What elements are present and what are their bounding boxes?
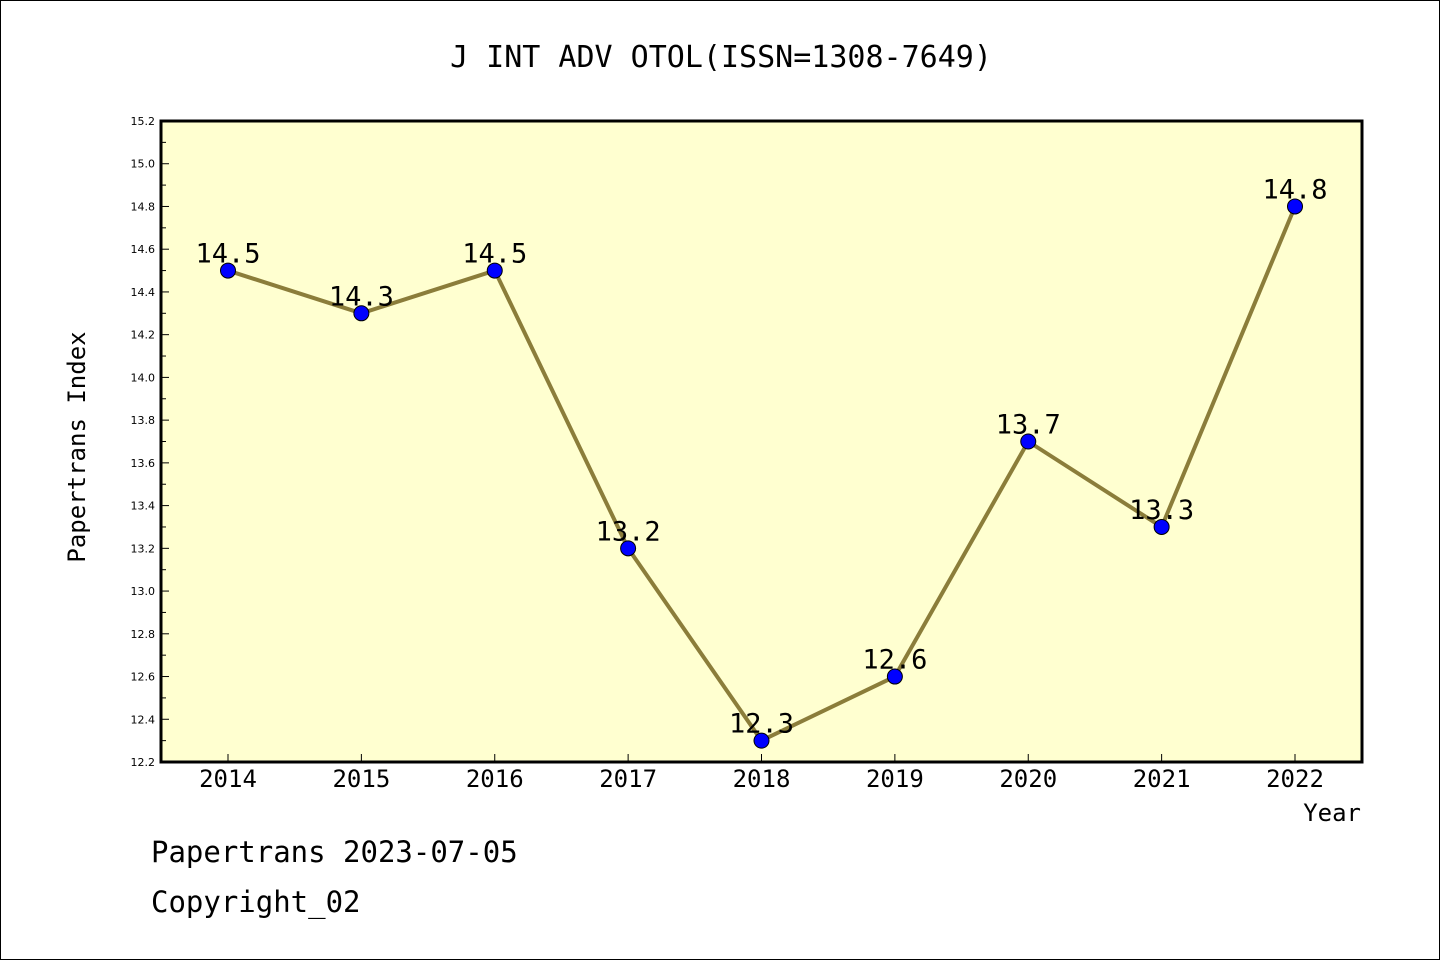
footer-date: Papertrans 2023-07-05 bbox=[151, 835, 518, 869]
x-tick-label: 2021 bbox=[1133, 765, 1191, 793]
data-label: 13.7 bbox=[996, 410, 1061, 441]
y-tick-label: 14.8 bbox=[131, 200, 156, 213]
data-label: 14.3 bbox=[329, 281, 394, 312]
x-tick-label: 2018 bbox=[733, 765, 791, 793]
footer-copyright: Copyright_02 bbox=[151, 885, 361, 919]
data-point bbox=[1020, 433, 1037, 450]
y-tick-label: 13.0 bbox=[131, 585, 156, 598]
y-tick-label: 12.8 bbox=[131, 628, 156, 641]
x-tick-label: 2015 bbox=[332, 765, 390, 793]
y-tick-label: 15.0 bbox=[131, 158, 156, 171]
data-label: 13.2 bbox=[596, 516, 661, 547]
y-tick-label: 15.2 bbox=[131, 115, 156, 128]
x-tick-label: 2022 bbox=[1266, 765, 1324, 793]
data-point bbox=[220, 262, 236, 279]
y-tick-label: 12.4 bbox=[131, 713, 156, 726]
x-axis-label: Year bbox=[1303, 799, 1361, 827]
y-tick-label: 13.6 bbox=[131, 457, 156, 470]
data-point bbox=[753, 732, 770, 749]
y-tick-label: 14.2 bbox=[131, 329, 156, 342]
data-label: 12.6 bbox=[862, 645, 927, 676]
y-tick-label: 14.6 bbox=[131, 243, 156, 256]
data-points bbox=[220, 198, 1303, 749]
x-tick-label: 2016 bbox=[466, 765, 524, 793]
x-axis: 2014 2015 2016 2017 2018 2019 2020 2021 2022 bbox=[199, 754, 1324, 793]
data-label: 13.3 bbox=[1129, 495, 1194, 526]
y-tick-label: 14.0 bbox=[131, 371, 156, 384]
y-tick-label: 13.2 bbox=[131, 542, 156, 555]
data-point bbox=[886, 668, 903, 685]
y-axis: 12.2 12.4 12.6 12.8 13.0 13.2 13.4 13.6 13.8 14.0… bbox=[131, 115, 169, 769]
x-tick-label: 2019 bbox=[866, 765, 924, 793]
plot-area bbox=[159, 119, 1364, 764]
data-label: 12.3 bbox=[729, 709, 794, 740]
data-point bbox=[353, 305, 370, 322]
data-point bbox=[1287, 198, 1303, 215]
data-point bbox=[1153, 518, 1170, 535]
chart-title: J INT ADV OTOL(ISSN=1308-7649) bbox=[450, 40, 992, 75]
y-tick-label: 14.4 bbox=[131, 286, 156, 299]
x-tick-label: 2020 bbox=[999, 765, 1057, 793]
data-label: 14.5 bbox=[195, 239, 260, 270]
x-tick-label: 2014 bbox=[199, 765, 257, 793]
y-tick-label: 13.4 bbox=[131, 500, 156, 513]
y-tick-label: 13.8 bbox=[131, 414, 156, 427]
x-tick-label: 2017 bbox=[599, 765, 657, 793]
data-label: 14.8 bbox=[1262, 174, 1327, 205]
data-label: 14.5 bbox=[462, 239, 527, 270]
y-tick-label: 12.2 bbox=[131, 756, 156, 769]
data-point bbox=[486, 262, 503, 279]
data-point bbox=[620, 540, 637, 557]
y-axis-label: Papertrans Index bbox=[63, 331, 91, 562]
data-labels: 14.5 14.3 14.5 13.2 12.3 12.6 13.7 13.3 14.8 bbox=[195, 174, 1327, 739]
y-tick-label: 12.6 bbox=[131, 671, 156, 684]
